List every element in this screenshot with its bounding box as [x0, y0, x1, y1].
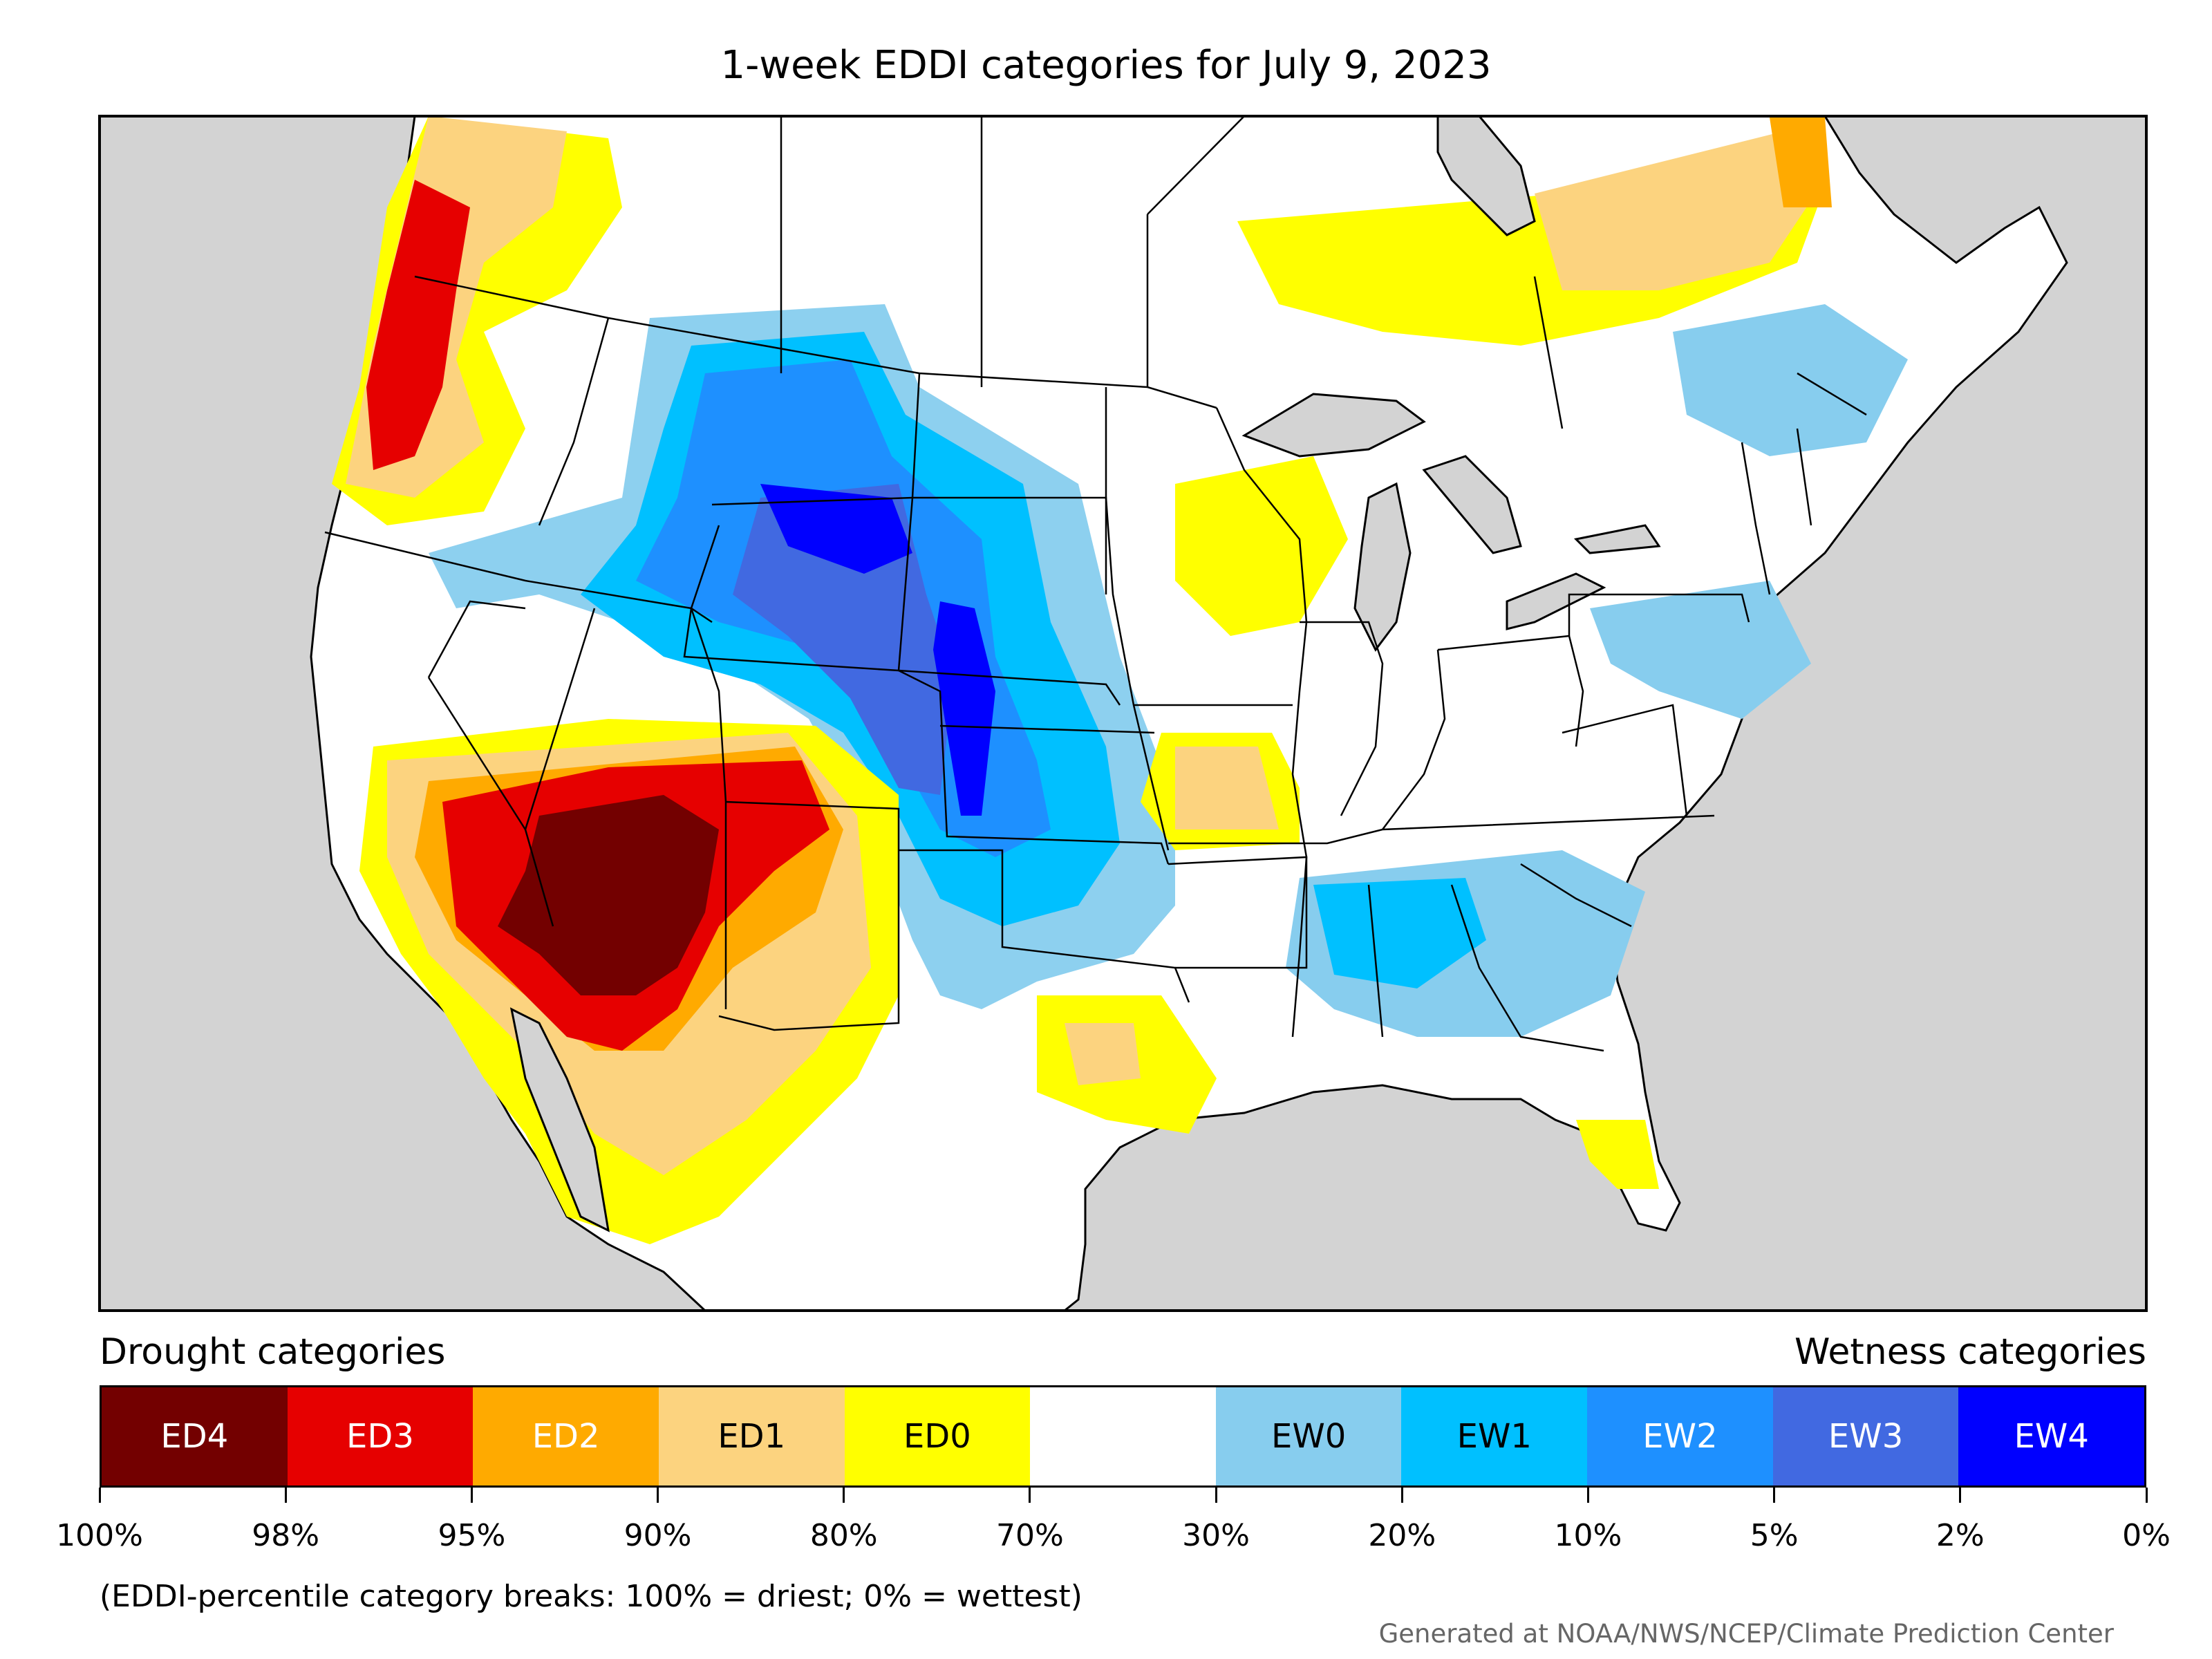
- legend-break-label: 70%: [996, 1518, 1064, 1553]
- legend-tick: [1400, 1488, 1403, 1503]
- legend-tick: [2145, 1488, 2148, 1503]
- wetness-categories-heading: Wetness categories: [1794, 1331, 2146, 1373]
- legend-break-label: 98%: [252, 1518, 320, 1553]
- legend-cell-normal: [1030, 1387, 1216, 1485]
- drought-ed3-northwest: [366, 180, 470, 470]
- legend-break-label: 0%: [2122, 1518, 2171, 1553]
- drought-ed1-texas: [1065, 1023, 1141, 1085]
- hudson-bay-inlet: [1436, 115, 1536, 236]
- wetness-ew1-southeast: [1313, 878, 1486, 988]
- wetness-ew0-northeast: [1590, 581, 1811, 719]
- drought-ed1-missouri: [1175, 747, 1279, 830]
- category-legend-bar: ED4 ED3 ED2 ED1 ED0 EW0 EW1 EW2 EW3 EW4: [100, 1385, 2146, 1488]
- great-lakes: [1241, 393, 1661, 652]
- map-title: 1-week EDDI categories for July 9, 2023: [720, 43, 1492, 88]
- legend-cell-ed3: ED3: [287, 1387, 474, 1485]
- legend-cell-ed4: ED4: [102, 1387, 288, 1485]
- legend-cell-ew2: EW2: [1587, 1387, 1773, 1485]
- legend-tick: [1959, 1488, 1962, 1503]
- legend-tick: [1773, 1488, 1776, 1503]
- legend-cell-ed2: ED2: [473, 1387, 659, 1485]
- legend-break-label: 10%: [1554, 1518, 1622, 1553]
- legend-tick: [284, 1488, 287, 1503]
- legend-cell-ew3: EW3: [1772, 1387, 1959, 1485]
- drought-ed1-canada: [1535, 131, 1825, 290]
- legend-tick: [470, 1488, 473, 1503]
- map-frame-border: [98, 115, 2148, 1312]
- wetness-ew0-northeast-2: [1673, 304, 1908, 456]
- legend-cell-ew4: EW4: [1958, 1387, 2145, 1485]
- drought-ed2-canada: [1770, 118, 1832, 207]
- legend-tick: [843, 1488, 845, 1503]
- legend-break-label: 30%: [1182, 1518, 1250, 1553]
- legend-tick: [1215, 1488, 1217, 1503]
- legend-break-label: 5%: [1750, 1518, 1799, 1553]
- drought-ed0-florida: [1576, 1120, 1659, 1189]
- category-breaks-note: (EDDI-percentile category breaks: 100% =…: [100, 1579, 1082, 1614]
- legend-cell-ew0: EW0: [1215, 1387, 1402, 1485]
- legend-cell-ed1: ED1: [658, 1387, 845, 1485]
- drought-ed4-southwest: [498, 795, 719, 995]
- legend-break-label: 95%: [438, 1518, 506, 1553]
- drought-categories-heading: Drought categories: [100, 1331, 446, 1373]
- legend-cell-ew1: EW1: [1401, 1387, 1588, 1485]
- legend-tick: [98, 1488, 101, 1503]
- wetness-ew3-region: [733, 484, 954, 795]
- legend-break-label: 100%: [56, 1518, 143, 1553]
- credit-line: Generated at NOAA/NWS/NCEP/Climate Predi…: [1378, 1619, 2114, 1649]
- legend-tick: [1029, 1488, 1031, 1503]
- legend-break-label: 2%: [1936, 1518, 1985, 1553]
- legend-tick: [1586, 1488, 1589, 1503]
- legend-break-label: 90%: [624, 1518, 692, 1553]
- gulf-of-california: [509, 1007, 610, 1232]
- legend-cell-ed0: ED0: [844, 1387, 1031, 1485]
- wetness-ew4-region: [760, 484, 995, 816]
- legend-break-label: 80%: [809, 1518, 878, 1553]
- legend-break-label: 20%: [1368, 1518, 1436, 1553]
- state-boundaries: [324, 115, 1867, 1052]
- legend-tick: [657, 1488, 659, 1503]
